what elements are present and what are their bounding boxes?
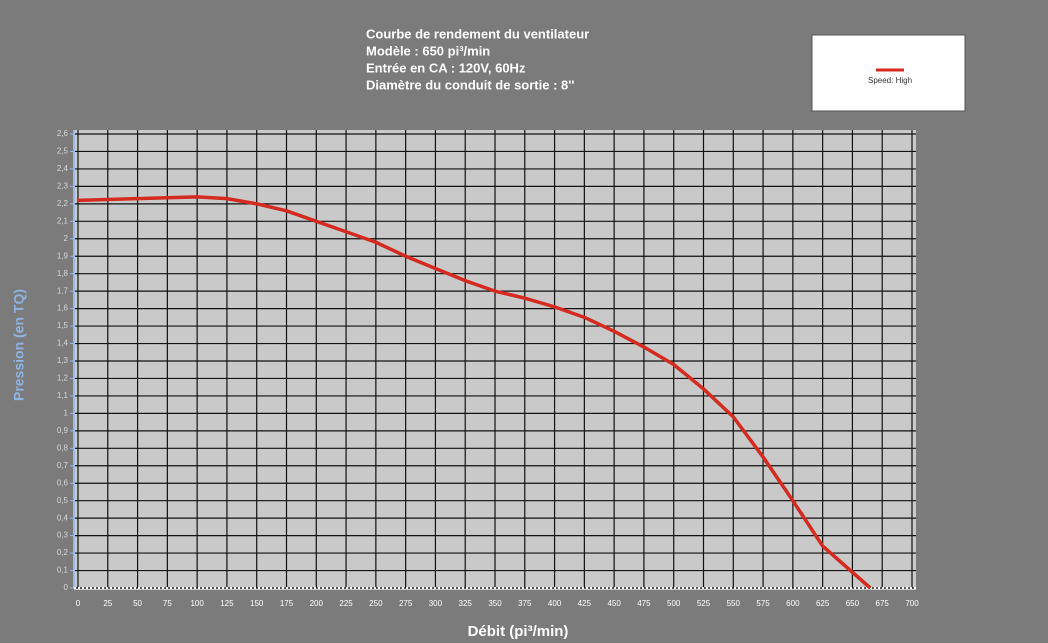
y-tick-label: 1,8 — [57, 269, 69, 278]
x-tick-label: 600 — [786, 599, 800, 608]
x-tick-label: 75 — [163, 599, 172, 608]
x-tick-label: 375 — [518, 599, 532, 608]
y-tick-label: 1,6 — [57, 304, 69, 313]
x-tick-label: 550 — [727, 599, 741, 608]
y-tick-label: 1,1 — [57, 391, 69, 400]
y-tick-label: 0,5 — [57, 496, 69, 505]
x-tick-label: 200 — [310, 599, 324, 608]
y-tick-label: 0,4 — [57, 513, 69, 522]
chart-title: Courbe de rendement du ventilateur — [366, 26, 589, 41]
x-tick-label: 325 — [459, 599, 473, 608]
y-tick-label: 2,6 — [57, 129, 69, 138]
x-tick-label: 100 — [190, 599, 204, 608]
legend-label: Speed: High — [868, 76, 912, 85]
chart-subtitle: Entrée en CA : 120V, 60Hz — [366, 60, 526, 75]
x-tick-label: 525 — [697, 599, 711, 608]
x-tick-label: 50 — [133, 599, 142, 608]
x-tick-label: 300 — [429, 599, 443, 608]
x-tick-label: 400 — [548, 599, 562, 608]
x-tick-label: 25 — [103, 599, 112, 608]
y-tick-label: 0,8 — [57, 443, 69, 452]
y-tick-label: 0,2 — [57, 548, 69, 557]
x-axis-title: Débit (pi³/min) — [468, 623, 569, 640]
y-tick-label: 0,7 — [57, 461, 69, 470]
x-tick-label: 675 — [876, 599, 890, 608]
legend-box — [811, 34, 966, 112]
x-tick-label: 250 — [369, 599, 383, 608]
y-tick-label: 1,2 — [57, 374, 69, 383]
y-tick-label: 0,9 — [57, 426, 69, 435]
x-tick-label: 575 — [756, 599, 770, 608]
y-axis-title: Pression (en TQ) — [11, 289, 27, 401]
data-line — [77, 195, 872, 590]
y-tick-label: 2,1 — [57, 216, 69, 225]
chart-subtitle: Diamètre du conduit de sortie : 8'' — [366, 77, 574, 92]
y-tick-label: 1 — [64, 408, 69, 417]
y-tick-label: 0,3 — [57, 531, 69, 540]
x-tick-label: 175 — [280, 599, 294, 608]
x-tick-label: 150 — [250, 599, 264, 608]
y-tick-label: 2,2 — [57, 199, 69, 208]
y-tick-label: 2 — [64, 234, 69, 243]
y-tick-label: 1,3 — [57, 356, 69, 365]
x-tick-label: 425 — [578, 599, 592, 608]
x-tick-label: 275 — [399, 599, 413, 608]
x-tick-label: 700 — [905, 599, 919, 608]
y-tick-label: 1,9 — [57, 251, 69, 260]
y-tick-label: 0,1 — [57, 566, 69, 575]
y-tick-label: 2,5 — [57, 147, 69, 156]
x-tick-label: 125 — [220, 599, 234, 608]
y-tick-label: 1,4 — [57, 339, 69, 348]
x-tick-label: 500 — [667, 599, 681, 608]
y-tick-label: 0 — [64, 583, 69, 592]
y-tick-label: 2,3 — [57, 181, 69, 190]
x-tick-label: 350 — [488, 599, 502, 608]
x-tick-label: 0 — [76, 599, 81, 608]
x-tick-label: 625 — [816, 599, 830, 608]
x-tick-label: 650 — [846, 599, 860, 608]
y-tick-label: 2,4 — [57, 164, 69, 173]
y-tick-label: 0,6 — [57, 478, 69, 487]
x-tick-label: 225 — [339, 599, 353, 608]
chart-subtitle: Modèle : 650 pi³/min — [366, 43, 490, 58]
y-tick-label: 1,5 — [57, 321, 69, 330]
y-tick-label: 1,7 — [57, 286, 69, 295]
x-tick-label: 475 — [637, 599, 651, 608]
x-tick-label: 450 — [607, 599, 621, 608]
